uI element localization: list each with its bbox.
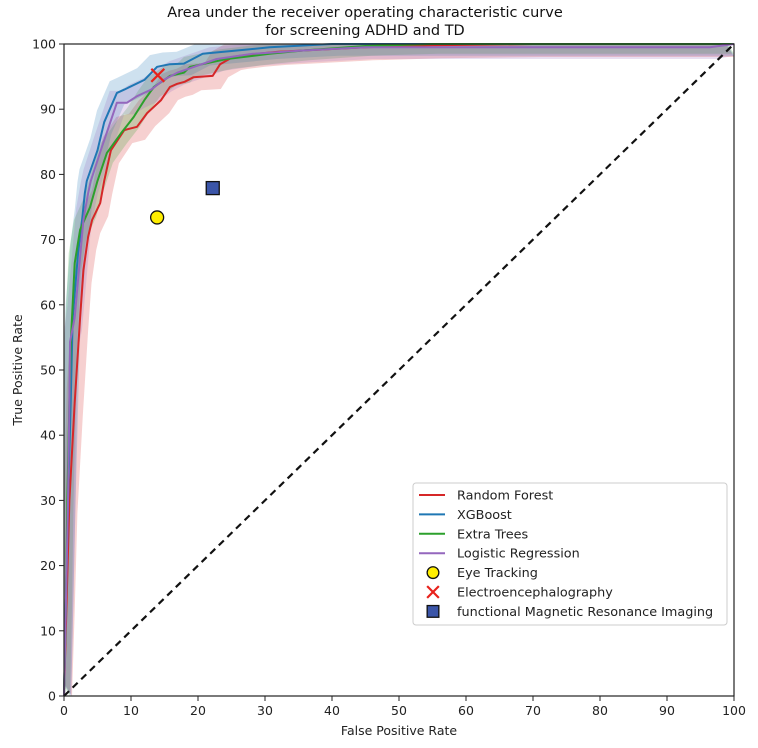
x-tick-label: 40: [324, 703, 340, 718]
legend-item-extra-trees: Extra Trees: [419, 527, 529, 542]
legend-marker-icon: [426, 585, 440, 599]
legend-item-xgboost: XGBoost: [419, 508, 512, 523]
marker-eye-tracking: [149, 210, 165, 225]
x-tick-label: 70: [525, 703, 541, 718]
chart-title-line1: Area under the receiver operating charac…: [167, 5, 563, 21]
y-tick-label: 100: [32, 37, 56, 52]
legend-marker-icon: [426, 566, 440, 580]
y-tick-label: 70: [40, 232, 56, 247]
x-tick-label: 10: [123, 703, 139, 718]
y-tick-label: 0: [48, 689, 56, 704]
y-tick-label: 90: [40, 102, 56, 117]
legend-label: XGBoost: [457, 508, 512, 523]
legend-label: functional Magnetic Resonance Imaging: [457, 605, 713, 620]
line-xgboost: [63, 43, 734, 697]
legend-item-logistic-regression: Logistic Regression: [419, 547, 580, 562]
x-tick-label: 50: [391, 703, 407, 718]
y-tick-label: 30: [40, 493, 56, 508]
legend-label: Logistic Regression: [457, 547, 580, 562]
x-tick-label: 100: [722, 703, 746, 718]
y-tick-label: 20: [40, 558, 56, 573]
legend-item-electroencephalography: Electroencephalography: [426, 585, 613, 601]
x-tick-label: 20: [190, 703, 206, 718]
legend-box: [412, 482, 728, 626]
x-tick-label: 30: [257, 703, 273, 718]
legend-label: Electroencephalography: [457, 586, 613, 601]
modality-markers: [149, 68, 220, 225]
roc-lines: [63, 43, 735, 697]
y-tick-label: 60: [40, 297, 56, 312]
x-axis-ticks: 0 10 20 30 40 50 60 70 80 90 100: [60, 696, 746, 718]
x-tick-label: 0: [60, 703, 68, 718]
band-logistic-regression: [64, 44, 734, 696]
legend: Random Forest XGBoost Extra Trees Logistic …: [412, 482, 728, 626]
legend-label: Eye Tracking: [457, 566, 538, 581]
legend-item-random-forest: Random Forest: [419, 489, 553, 504]
x-tick-label: 90: [659, 703, 675, 718]
band-extra-trees: [64, 44, 734, 696]
legend-marker-icon: [426, 604, 440, 618]
legend-item-eye-tracking: Eye Tracking: [426, 566, 538, 581]
y-tick-label: 40: [40, 428, 56, 443]
x-tick-label: 60: [458, 703, 474, 718]
legend-item-functional-magnetic-resonance-imaging: functional Magnetic Resonance Imaging: [426, 604, 713, 620]
legend-label: Extra Trees: [457, 527, 529, 542]
marker-electroencephalography: [150, 68, 166, 83]
line-logistic-regression: [63, 43, 735, 697]
y-tick-label: 80: [40, 167, 56, 182]
x-axis-label: False Positive Rate: [341, 723, 457, 738]
y-tick-label: 50: [40, 363, 56, 378]
y-axis-ticks: 0 10 20 30 40 50 60 70 80 90 100: [32, 37, 64, 704]
y-axis-label: True Positive Rate: [10, 314, 25, 427]
x-tick-label: 80: [592, 703, 608, 718]
chart-title-line2: for screening ADHD and TD: [265, 23, 464, 39]
confidence-bands: [64, 44, 734, 696]
marker-functional-magnetic-resonance-imaging: [205, 180, 220, 196]
y-tick-label: 10: [40, 623, 56, 638]
legend-label: Random Forest: [457, 489, 553, 504]
